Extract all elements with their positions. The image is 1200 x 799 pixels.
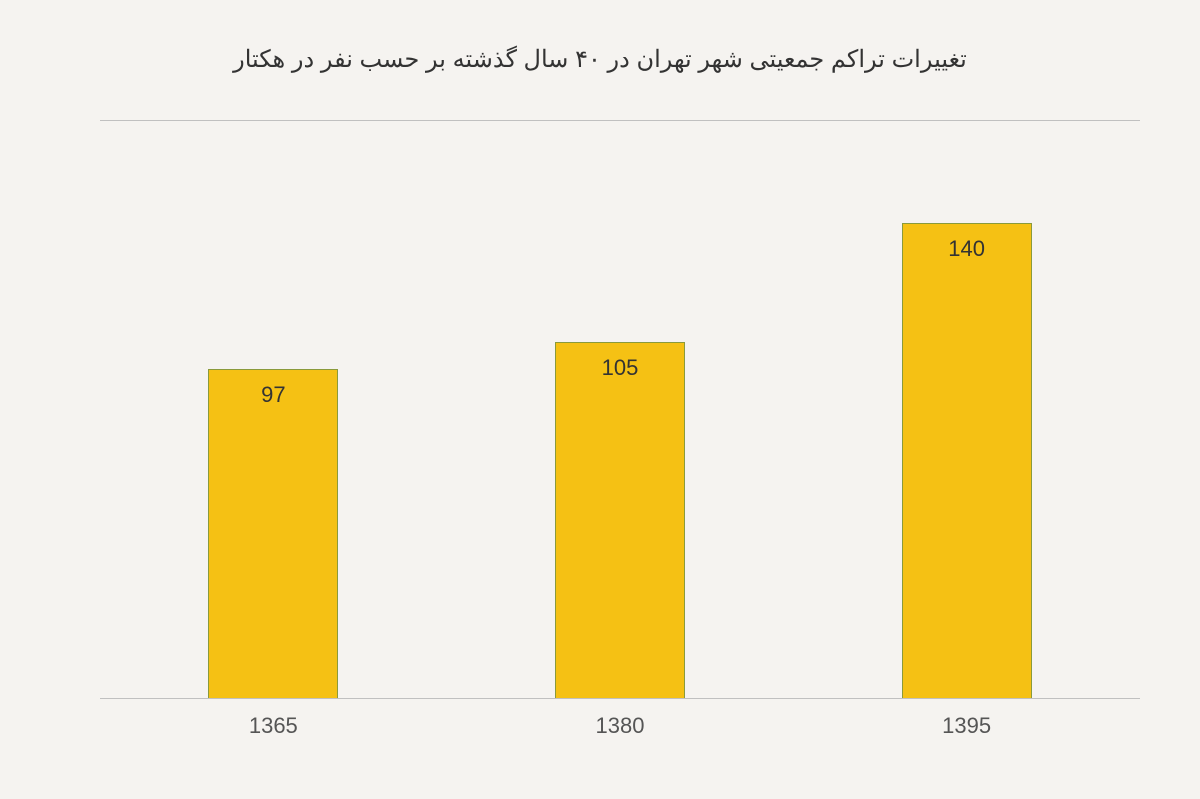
bar-slot: 140 xyxy=(793,121,1140,698)
bar-slot: 97 xyxy=(100,121,447,698)
bar-value-label: 97 xyxy=(209,382,337,408)
x-axis-label: 1365 xyxy=(100,713,447,739)
bar-value-label: 105 xyxy=(556,355,684,381)
x-axis-label: 1380 xyxy=(447,713,794,739)
plot-area: 97 105 140 xyxy=(100,120,1140,699)
bar-1395: 140 xyxy=(902,223,1032,698)
bars-wrapper: 97 105 140 xyxy=(100,121,1140,698)
chart-container: تغییرات تراکم جمعیتی شهر تهران در ۴۰ سال… xyxy=(40,20,1160,759)
x-axis-label: 1395 xyxy=(793,713,1140,739)
bar-1380: 105 xyxy=(555,342,685,698)
bar-1365: 97 xyxy=(208,369,338,698)
chart-title: تغییرات تراکم جمعیتی شهر تهران در ۴۰ سال… xyxy=(40,20,1160,89)
bar-slot: 105 xyxy=(447,121,794,698)
bar-value-label: 140 xyxy=(903,236,1031,262)
x-axis: 1365 1380 1395 xyxy=(100,713,1140,739)
